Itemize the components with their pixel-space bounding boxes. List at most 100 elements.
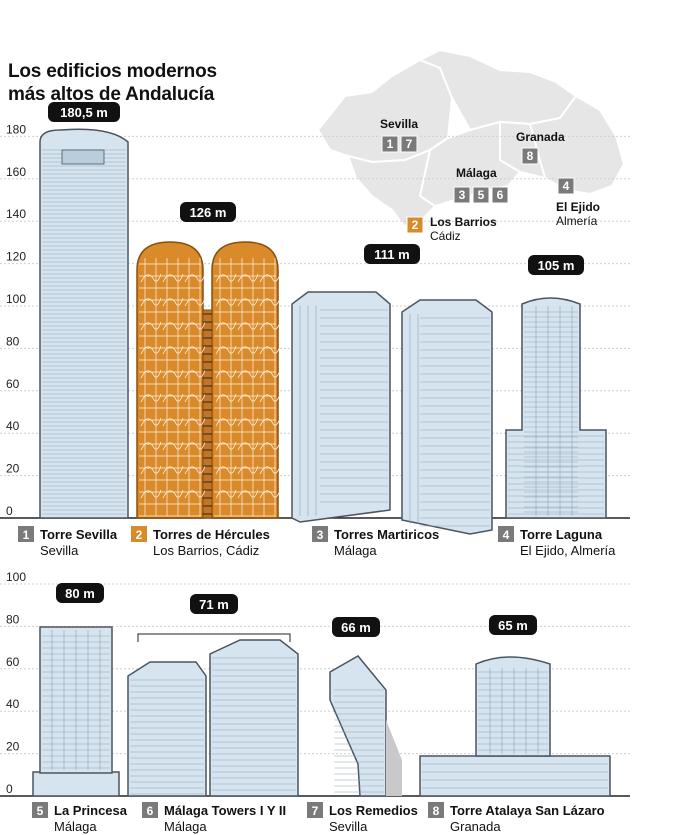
lattice-curve [237, 417, 259, 427]
lattice-curve [184, 273, 206, 283]
building-location: Sevilla [40, 543, 79, 558]
value-pill [48, 102, 120, 122]
building-name: Málaga Towers I Y II [164, 803, 286, 818]
value-text: 111 m [374, 247, 409, 262]
number-badge [307, 802, 323, 818]
number-badge-text: 5 [37, 804, 44, 818]
lattice-curve [140, 489, 162, 499]
map-badge [521, 147, 539, 165]
lattice-curve [162, 321, 184, 331]
lattice-curve [215, 297, 237, 307]
value-labels: 180,5 m 126 m 111 m 105 m 80 m 71 m 66 m 65 m [48, 102, 584, 637]
number-badge [32, 802, 48, 818]
y-tick-40: 40 [6, 697, 20, 711]
lattice-curve [215, 441, 237, 451]
lattice-curve [215, 321, 237, 331]
value-text: 71 m [199, 597, 229, 612]
value-pill [528, 255, 584, 275]
value-text: 126 m [190, 205, 227, 220]
bar-la-princesa [32, 626, 120, 797]
lattice-curve [140, 465, 162, 475]
lattice-curve [184, 441, 206, 451]
map-city-name: Sevilla [380, 117, 418, 131]
martiricos-tower-b [401, 299, 493, 535]
lattice-curve [184, 393, 206, 403]
lattice-curve [140, 417, 162, 427]
y-tick-0: 0 [6, 504, 13, 518]
value-pill [190, 594, 238, 614]
y-tick-100: 100 [6, 292, 26, 306]
lattice-curve [237, 321, 259, 331]
number-badge [312, 526, 328, 542]
value-text: 65 m [498, 618, 528, 633]
value-label-7: 66 m [332, 617, 380, 637]
map-badge [472, 186, 490, 204]
building-name: Torre Laguna [520, 527, 603, 542]
atalaya-base [419, 755, 611, 797]
value-label-5: 80 m [56, 583, 104, 603]
number-badge-text: 7 [312, 804, 319, 818]
lattice-curve [140, 273, 162, 283]
lattice-curve [259, 417, 281, 427]
lattice-curve [215, 417, 237, 427]
lattice-curve [162, 369, 184, 379]
lattice-curve [237, 273, 259, 283]
lattice-curve [259, 489, 281, 499]
lattice-curve [215, 489, 237, 499]
value-pill [364, 244, 420, 264]
building-location: Málaga [334, 543, 377, 558]
lattice-curve [140, 441, 162, 451]
torre-laguna-shape [505, 297, 607, 519]
value-pill [56, 583, 104, 603]
lattice-curve [215, 393, 237, 403]
value-label-8: 65 m [489, 615, 537, 635]
malaga-tower-1 [127, 661, 207, 797]
value-label-6: 71 m [190, 594, 238, 614]
building-location: Los Barrios, Cádiz [153, 543, 259, 558]
value-label-3: 111 m [364, 244, 420, 264]
map-label-granada: Granada 8 [516, 130, 565, 165]
torre-sevilla-floors [42, 149, 126, 515]
number-badge [142, 802, 158, 818]
number-badge [498, 526, 514, 542]
building-name: Torre Sevilla [40, 527, 118, 542]
value-pill [332, 617, 380, 637]
torre-laguna-floors [508, 306, 604, 516]
y-tick-20: 20 [6, 462, 20, 476]
number-badge [131, 526, 147, 542]
building-name: La Princesa [54, 803, 128, 818]
building-location: Málaga [164, 819, 207, 834]
atalaya-tower [475, 656, 551, 757]
lattice-curve [215, 273, 237, 283]
lattice-curve [162, 345, 184, 355]
map-city-name: Málaga [456, 166, 497, 180]
map-badge [491, 186, 509, 204]
building-location: El Ejido, Almería [520, 543, 616, 558]
lattice-curve [184, 369, 206, 379]
chart-2-y-axis: 0 20 40 60 80 100 [6, 570, 26, 796]
hercules-left-tower [136, 241, 204, 519]
lattice-curve [162, 465, 184, 475]
map-region-cadiz [346, 148, 437, 228]
la-princesa-floors [42, 630, 110, 770]
martiricos-floors [299, 306, 490, 527]
building-name: Torre Atalaya San Lázaro [450, 803, 605, 818]
value-pill [180, 202, 236, 222]
malaga-towers-bracket [137, 633, 291, 642]
y-tick-80: 80 [6, 334, 20, 348]
atalaya-floors [422, 668, 608, 789]
lattice-curve [140, 369, 162, 379]
malaga-towers-floors [130, 657, 296, 795]
hercules-lattice [139, 258, 281, 517]
lattice-curve [140, 297, 162, 307]
number-badge [18, 526, 34, 542]
y-tick-180: 180 [6, 122, 26, 136]
map-badge-text: 6 [497, 188, 504, 202]
number-badge-text: 8 [433, 804, 440, 818]
number-badge-text: 2 [136, 528, 143, 542]
